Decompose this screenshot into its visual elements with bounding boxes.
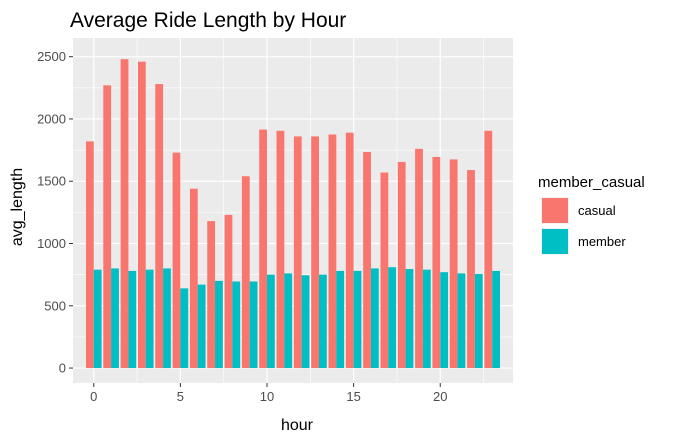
x-axis-ticks: 0 5 10 15 20 bbox=[90, 383, 447, 404]
bar-member-hour-14 bbox=[336, 270, 345, 369]
y-tick-label: 0 bbox=[59, 361, 66, 376]
bar-casual-hour-20 bbox=[432, 156, 441, 369]
bar-member-hour-1 bbox=[111, 268, 119, 369]
bar-casual-hour-14 bbox=[328, 134, 337, 369]
chart-title: Average Ride Length by Hour bbox=[70, 9, 346, 32]
bar-casual-hour-3 bbox=[137, 61, 146, 369]
bar-member-hour-18 bbox=[405, 269, 414, 369]
legend: member_casual casual member bbox=[538, 174, 645, 255]
bar-casual-hour-15 bbox=[345, 132, 354, 369]
y-tick-label: 2000 bbox=[37, 111, 66, 126]
bar-casual-hour-22 bbox=[467, 170, 475, 369]
bar-casual-hour-12 bbox=[293, 136, 302, 369]
bar-casual-hour-23 bbox=[484, 130, 493, 369]
bar-member-hour-9 bbox=[249, 281, 258, 369]
bar-casual-hour-4 bbox=[155, 84, 164, 369]
y-tick-label: 500 bbox=[44, 298, 66, 313]
bar-member-hour-6 bbox=[197, 284, 206, 369]
bar-member-hour-16 bbox=[370, 268, 379, 369]
y-tick-label: 1500 bbox=[37, 174, 66, 189]
bar-casual-hour-17 bbox=[380, 172, 389, 369]
bar-member-hour-8 bbox=[232, 281, 241, 369]
bar-casual-hour-13 bbox=[311, 136, 319, 369]
y-axis-ticks: 0 500 1000 1500 2000 2500 bbox=[37, 49, 73, 376]
grid-minor bbox=[73, 38, 513, 383]
bar-casual-hour-16 bbox=[363, 151, 371, 369]
bar-member-hour-15 bbox=[353, 270, 362, 369]
bar-casual-hour-0 bbox=[85, 141, 94, 369]
x-tick-label: 5 bbox=[177, 389, 184, 404]
bar-casual-hour-1 bbox=[103, 85, 112, 369]
x-axis-label: hour bbox=[281, 417, 314, 434]
bar-casual-hour-11 bbox=[276, 130, 285, 369]
legend-swatch-member bbox=[542, 229, 568, 254]
legend-title: member_casual bbox=[538, 174, 645, 191]
y-axis-label: avg_length bbox=[9, 168, 26, 246]
bar-member-hour-12 bbox=[301, 275, 310, 369]
bar-casual-hour-6 bbox=[189, 188, 198, 369]
legend-label-casual: casual bbox=[578, 203, 616, 218]
bar-member-hour-2 bbox=[128, 270, 137, 369]
bar-casual-hour-19 bbox=[415, 148, 423, 369]
bar-member-hour-21 bbox=[457, 273, 466, 369]
bar-member-hour-4 bbox=[163, 268, 171, 369]
y-tick-label: 2500 bbox=[37, 49, 66, 64]
bar-member-hour-22 bbox=[474, 274, 483, 369]
bar-casual-hour-9 bbox=[241, 176, 250, 369]
bar-casual-hour-21 bbox=[449, 159, 458, 369]
x-tick-label: 15 bbox=[346, 389, 360, 404]
x-tick-label: 0 bbox=[90, 389, 97, 404]
bars bbox=[85, 59, 501, 369]
bar-casual-hour-8 bbox=[224, 214, 233, 369]
bar-member-hour-20 bbox=[440, 272, 449, 369]
x-tick-label: 20 bbox=[433, 389, 447, 404]
bar-casual-hour-18 bbox=[397, 161, 406, 369]
x-tick-label: 10 bbox=[260, 389, 274, 404]
legend-swatch-casual bbox=[542, 198, 568, 223]
bar-member-hour-13 bbox=[318, 274, 327, 369]
legend-label-member: member bbox=[578, 234, 626, 249]
bar-casual-hour-2 bbox=[120, 59, 129, 369]
bar-casual-hour-5 bbox=[172, 152, 181, 369]
bar-member-hour-10 bbox=[267, 274, 275, 369]
bar-member-hour-7 bbox=[215, 280, 223, 369]
bar-member-hour-3 bbox=[145, 269, 154, 369]
bar-member-hour-17 bbox=[388, 267, 397, 369]
bar-casual-hour-7 bbox=[207, 221, 216, 369]
bar-member-hour-11 bbox=[284, 273, 293, 369]
bar-member-hour-0 bbox=[93, 269, 102, 369]
bar-member-hour-19 bbox=[422, 269, 431, 369]
bar-member-hour-5 bbox=[180, 288, 189, 369]
bar-member-hour-23 bbox=[492, 270, 501, 369]
bar-casual-hour-10 bbox=[259, 129, 268, 369]
y-tick-label: 1000 bbox=[37, 236, 66, 251]
